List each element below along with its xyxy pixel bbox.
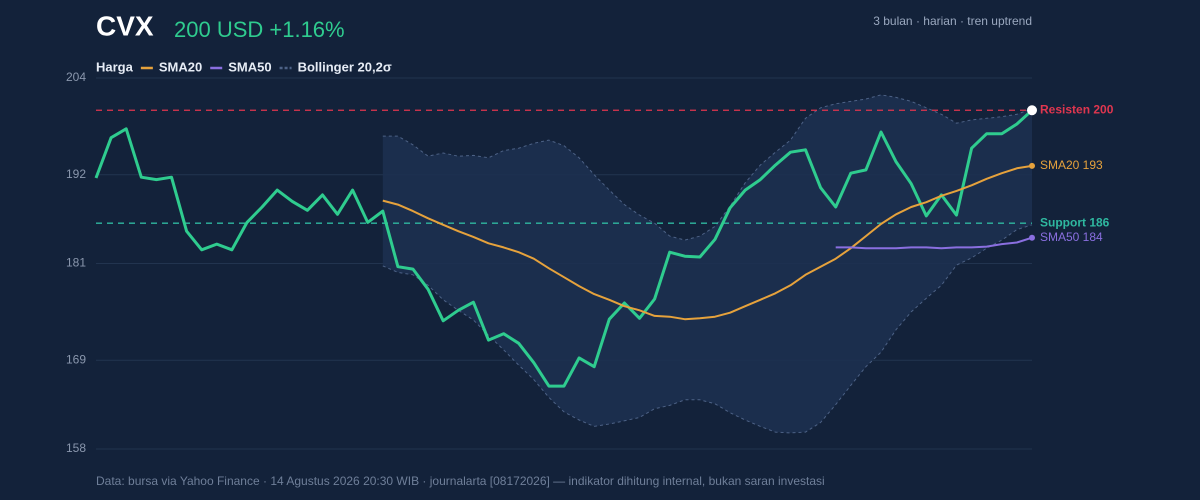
band-upper (382, 94, 1033, 241)
end-dot (1027, 105, 1037, 116)
end-dot (1029, 162, 1035, 169)
level-label: Support 186 (1040, 215, 1110, 229)
y-tick-label: 169 (66, 352, 86, 366)
legend-label: Harga (96, 59, 134, 74)
y-tick-label: 181 (66, 256, 86, 270)
price-label: 200 USD +1.16% (174, 17, 345, 42)
legend-label: SMA20 (159, 59, 202, 74)
y-tick-label: 192 (66, 167, 86, 181)
y-tick-label: 158 (66, 441, 86, 455)
subtitle: 3 bulan · harian · tren uptrend (873, 14, 1032, 28)
legend-label: SMA50 (228, 59, 271, 74)
y-tick-label: 204 (66, 70, 86, 84)
level-label: Resisten 200 (1040, 102, 1114, 116)
series-line (835, 236, 1033, 250)
end-label: SMA50 184 (1040, 230, 1103, 244)
series-line (94, 109, 1034, 388)
series-line (382, 164, 1033, 321)
end-dot (1029, 234, 1035, 241)
footer: Data: bursa via Yahoo Finance · 14 Agust… (96, 474, 825, 488)
legend: Harga SMA20 SMA50 Bollinger 20,2σ (96, 59, 392, 74)
chart-title: CVX (96, 10, 154, 41)
legend-label: Bollinger 20,2σ (298, 59, 392, 74)
band-fill (382, 94, 1032, 433)
end-label: SMA20 193 (1040, 158, 1103, 172)
